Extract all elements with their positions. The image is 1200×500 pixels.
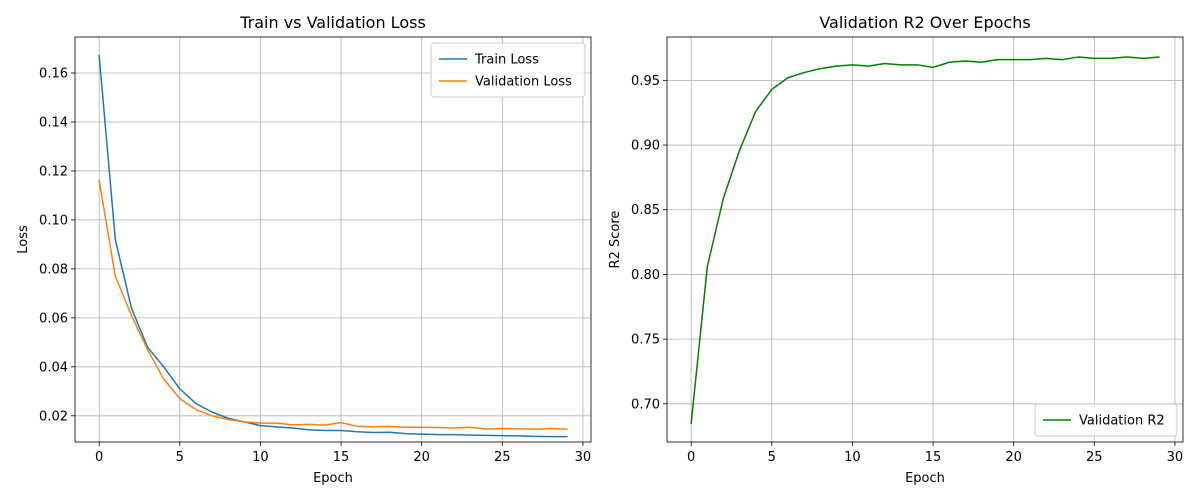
x-tick-label: 5 [768,450,776,465]
x-tick-label: 0 [95,450,103,465]
y-tick-label: 0.70 [631,397,660,412]
legend-box [430,42,586,98]
x-tick-label: 5 [176,450,184,465]
legend: Validation R2 [1034,403,1178,437]
y-tick-label: 0.75 [631,333,660,348]
legend-entry: Validation Loss [475,75,572,90]
legend-box [1034,403,1178,437]
x-tick-label: 30 [1167,450,1184,465]
legend: Train Loss Validation Loss [430,42,586,98]
y-tick-label: 0.90 [631,139,660,154]
y-tick-label: 0.06 [39,311,68,326]
chart-title: Validation R2 Over Epochs [819,13,1030,32]
y-tick-label: 0.85 [631,203,660,218]
series-line-1 [98,55,568,438]
x-axis-label: Epoch [313,471,353,486]
y-tick-label: 0.12 [39,164,68,179]
x-tick-label: 20 [1005,450,1022,465]
axes-frame [74,36,592,443]
y-axis-label: R2 Score [608,211,623,269]
x-tick-label: 15 [333,450,350,465]
x-tick-label: 0 [687,450,695,465]
y-tick-label: 0.95 [631,74,660,89]
x-tick-label: 30 [575,450,592,465]
x-axis-label: Epoch [905,471,945,486]
legend-entry: Validation R2 [1079,414,1165,429]
y-tick-label: 0.14 [39,115,68,130]
y-axis-label: Loss [16,225,31,254]
x-tick-label: 10 [844,450,861,465]
x-tick-label: 25 [1086,450,1103,465]
x-tick-label: 10 [252,450,269,465]
axes-frame [666,36,1184,443]
series-line-2 [98,179,568,431]
chart-title: Train vs Validation Loss [239,13,426,32]
chart-1: 0 5 10 15 20 25 30 0.02 0.04 0.06 0.08 0.10 0.12 0.14… [16,13,592,486]
x-tick-label: 25 [494,450,511,465]
y-tick-label: 0.02 [39,409,68,424]
legend-entry: Train Loss [474,53,539,68]
series-line-1 [690,56,1160,425]
y-tick-label: 0.04 [39,360,68,375]
x-tick-label: 20 [413,450,430,465]
y-tick-label: 0.16 [39,66,68,81]
y-tick-label: 0.08 [39,262,68,277]
y-tick-label: 0.10 [39,213,68,228]
chart-2: 0 5 10 15 20 25 30 0.70 0.75 0.80 0.85 0.90 0.95 Vali… [608,13,1184,486]
y-tick-label: 0.80 [631,268,660,283]
x-tick-label: 15 [925,450,942,465]
